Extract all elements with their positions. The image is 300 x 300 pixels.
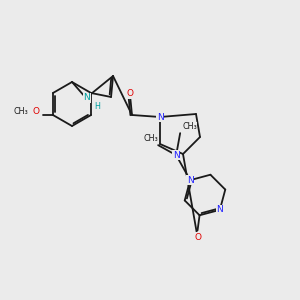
Text: N: N [157, 112, 164, 122]
Text: H: H [94, 102, 100, 111]
Text: N: N [187, 176, 194, 185]
Text: CH₃: CH₃ [143, 134, 158, 143]
Text: CH₃: CH₃ [182, 122, 197, 131]
Text: CH₃: CH₃ [13, 106, 28, 116]
Text: O: O [194, 233, 201, 242]
Text: N: N [84, 94, 90, 103]
Text: O: O [32, 107, 39, 116]
Text: N: N [173, 151, 179, 160]
Text: O: O [127, 89, 134, 98]
Text: N: N [217, 205, 223, 214]
